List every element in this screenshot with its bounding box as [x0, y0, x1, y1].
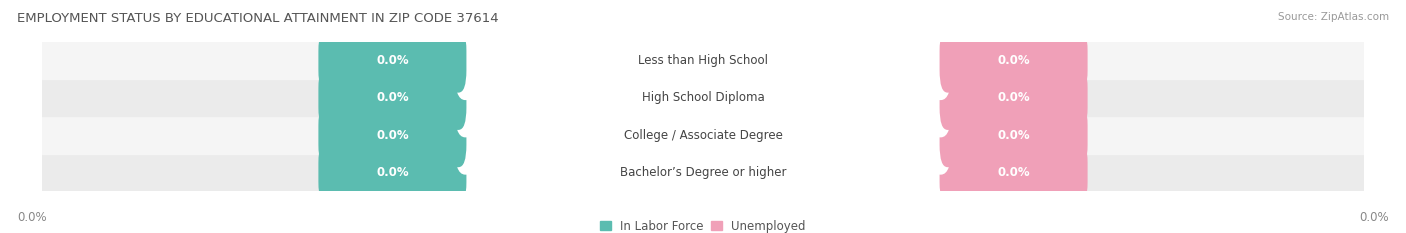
FancyBboxPatch shape — [318, 66, 467, 130]
Text: 0.0%: 0.0% — [17, 211, 46, 224]
Text: 0.0%: 0.0% — [997, 91, 1031, 104]
Text: 0.0%: 0.0% — [375, 129, 409, 142]
Text: Bachelor’s Degree or higher: Bachelor’s Degree or higher — [620, 166, 786, 179]
FancyBboxPatch shape — [454, 21, 952, 100]
Text: High School Diploma: High School Diploma — [641, 91, 765, 104]
FancyBboxPatch shape — [939, 103, 1088, 167]
Text: 0.0%: 0.0% — [375, 54, 409, 67]
FancyBboxPatch shape — [454, 58, 952, 137]
Text: 0.0%: 0.0% — [997, 129, 1031, 142]
FancyBboxPatch shape — [318, 28, 467, 93]
Text: 0.0%: 0.0% — [997, 54, 1031, 67]
Text: 0.0%: 0.0% — [997, 166, 1031, 179]
Bar — [42, 79, 1364, 116]
Bar — [42, 42, 1364, 79]
Text: 0.0%: 0.0% — [375, 166, 409, 179]
FancyBboxPatch shape — [939, 66, 1088, 130]
Text: Source: ZipAtlas.com: Source: ZipAtlas.com — [1278, 12, 1389, 22]
Bar — [42, 154, 1364, 191]
Text: 0.0%: 0.0% — [1360, 211, 1389, 224]
FancyBboxPatch shape — [454, 96, 952, 175]
FancyBboxPatch shape — [939, 28, 1088, 93]
Bar — [42, 116, 1364, 154]
Text: College / Associate Degree: College / Associate Degree — [624, 129, 782, 142]
Legend: In Labor Force, Unemployed: In Labor Force, Unemployed — [600, 220, 806, 233]
FancyBboxPatch shape — [454, 133, 952, 212]
FancyBboxPatch shape — [318, 103, 467, 167]
Text: Less than High School: Less than High School — [638, 54, 768, 67]
Text: EMPLOYMENT STATUS BY EDUCATIONAL ATTAINMENT IN ZIP CODE 37614: EMPLOYMENT STATUS BY EDUCATIONAL ATTAINM… — [17, 12, 499, 25]
FancyBboxPatch shape — [939, 140, 1088, 205]
Text: 0.0%: 0.0% — [375, 91, 409, 104]
FancyBboxPatch shape — [318, 140, 467, 205]
